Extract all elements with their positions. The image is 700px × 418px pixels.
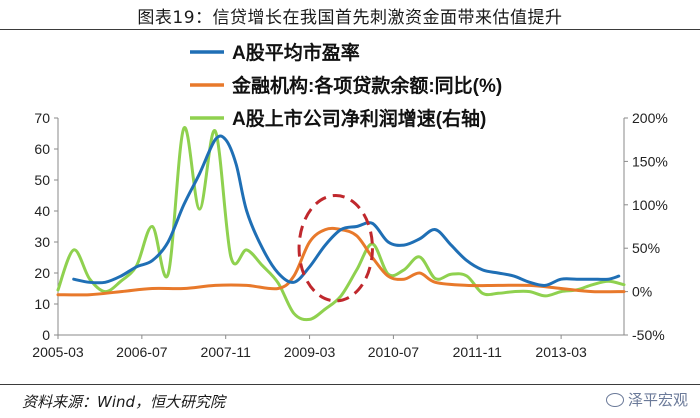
legend-label-1: A股平均市盈率 [232, 41, 360, 64]
y-right-tick-label: 200% [632, 110, 668, 126]
line-chart: 0 10 20 30 40 50 60 70 -50% 0% 50% 100% 150% 200% 2005… [32, 41, 668, 360]
chart-header: 图表19：信贷增长在我国首先刺激资金面带来估值提升 [0, 0, 700, 30]
series-line-2 [56, 226, 626, 297]
chart-title: 图表19：信贷增长在我国首先刺激资金面带来估值提升 [137, 8, 563, 28]
highlight-ellipse [297, 194, 374, 303]
x-tick-label: 2011-11 [453, 344, 503, 360]
legend-label-2: 金融机构:各项贷款余额:同比(%) [231, 74, 502, 97]
y-right-tick-label: -50% [632, 327, 665, 343]
series-line-1 [72, 134, 621, 287]
y-left-tick-label: 40 [34, 203, 50, 219]
y-left-tick-label: 60 [34, 141, 50, 157]
x-tick-label: 2010-07 [368, 344, 420, 360]
series-line-3 [56, 126, 626, 322]
wechat-icon [605, 392, 624, 407]
x-tick-label: 2005-03 [32, 344, 84, 360]
y-right-tick-label: 150% [632, 153, 668, 169]
y-left-tick-label: 20 [34, 265, 50, 281]
watermark: 泽平宏观 [605, 389, 688, 410]
chart-footer: 资料来源：Wind，恒大研究院 泽平宏观 [0, 384, 700, 418]
y-right-tick-label: 100% [632, 197, 668, 213]
y-left-tick-label: 10 [34, 296, 50, 312]
y-left-tick-label: 30 [34, 234, 50, 250]
y-left-tick-label: 0 [42, 327, 50, 343]
y-left-tick-label: 50 [34, 172, 50, 188]
x-tick-label: 2007-11 [201, 344, 252, 360]
legend-label-3: A股上市公司净利润增速(右轴) [232, 107, 486, 130]
x-tick-label: 2009-03 [284, 344, 336, 360]
x-tick-label: 2006-07 [116, 344, 168, 360]
y-right-tick-label: 0% [632, 284, 652, 300]
y-right-tick-label: 50% [632, 240, 660, 256]
y-left-tick-label: 70 [34, 110, 50, 126]
chart-area: 0 10 20 30 40 50 60 70 -50% 0% 50% 100% 150% 200% 2005… [0, 30, 700, 385]
watermark-label: 泽平宏观 [627, 391, 688, 409]
source-note: 资料来源：Wind，恒大研究院 [22, 393, 226, 411]
x-tick-label: 2013-03 [535, 344, 587, 360]
